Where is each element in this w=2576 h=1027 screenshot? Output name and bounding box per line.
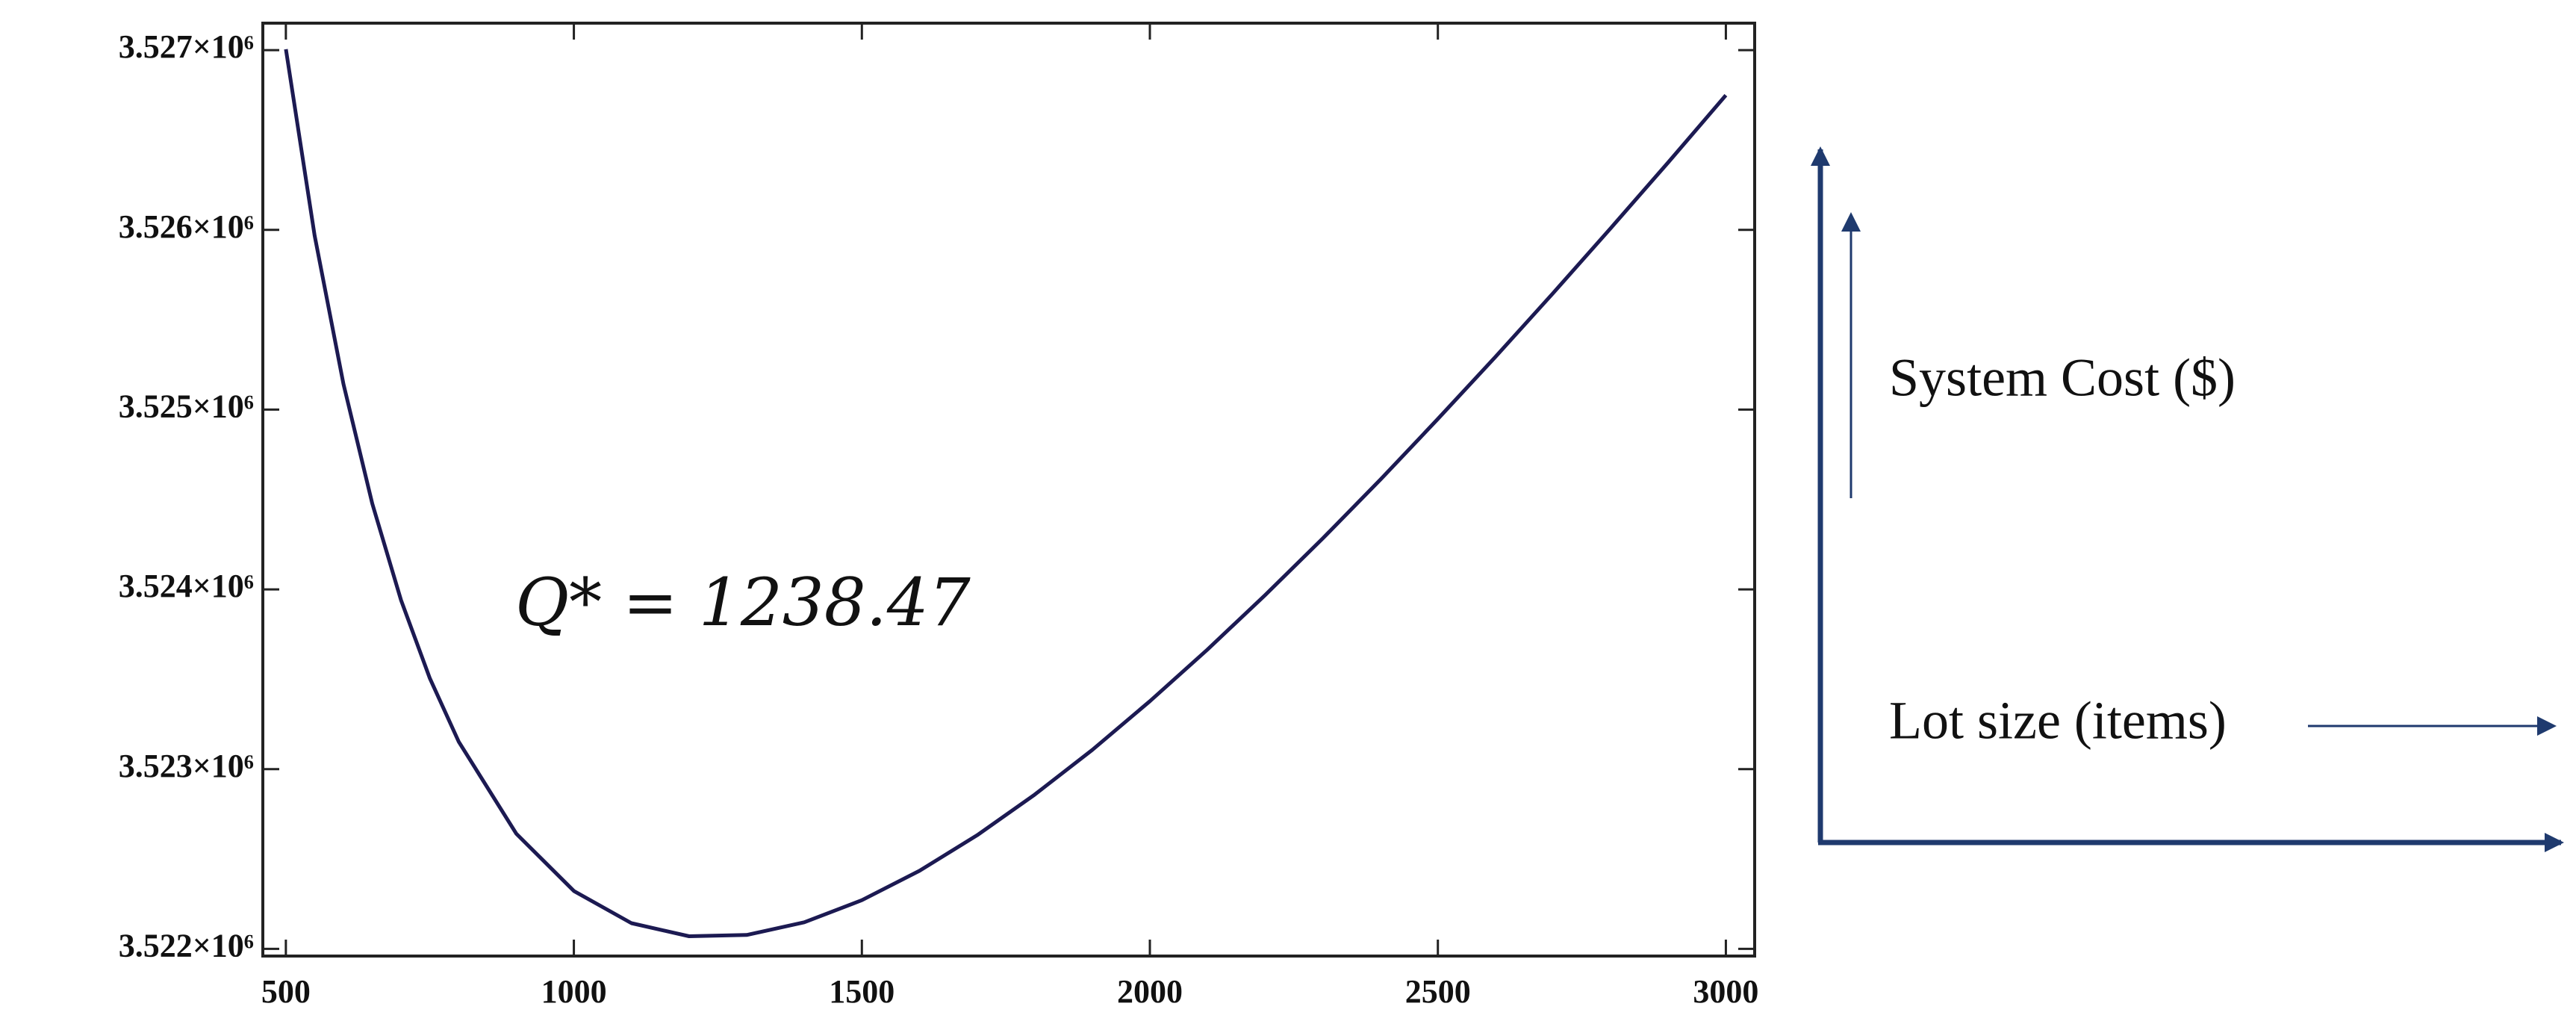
x-tick-label: 2500 (1405, 973, 1471, 1010)
y-tick-label: 3.527×10⁶ (119, 28, 254, 65)
plot-frame (261, 22, 1756, 958)
y-tick-label: 3.522×10⁶ (119, 927, 254, 964)
y-label: System Cost ($) (1889, 348, 2236, 408)
annotation: Q* = 1238.47 (515, 564, 971, 641)
x-label: Lot size (items) (1889, 691, 2227, 751)
x-tick-label: 1500 (829, 973, 895, 1010)
x-tick-label: 500 (261, 973, 311, 1010)
y-tick-label: 3.525×10⁶ (119, 388, 254, 425)
y-tick-label: 3.524×10⁶ (119, 568, 254, 604)
y-tick-label: 3.526×10⁶ (119, 208, 254, 245)
y-tick-label: 3.523×10⁶ (119, 748, 254, 784)
cost-curve (284, 49, 1728, 938)
x-tick-label: 3000 (1693, 973, 1758, 1010)
x-tick-label: 2000 (1117, 973, 1183, 1010)
x-tick-label: 1000 (541, 973, 607, 1010)
